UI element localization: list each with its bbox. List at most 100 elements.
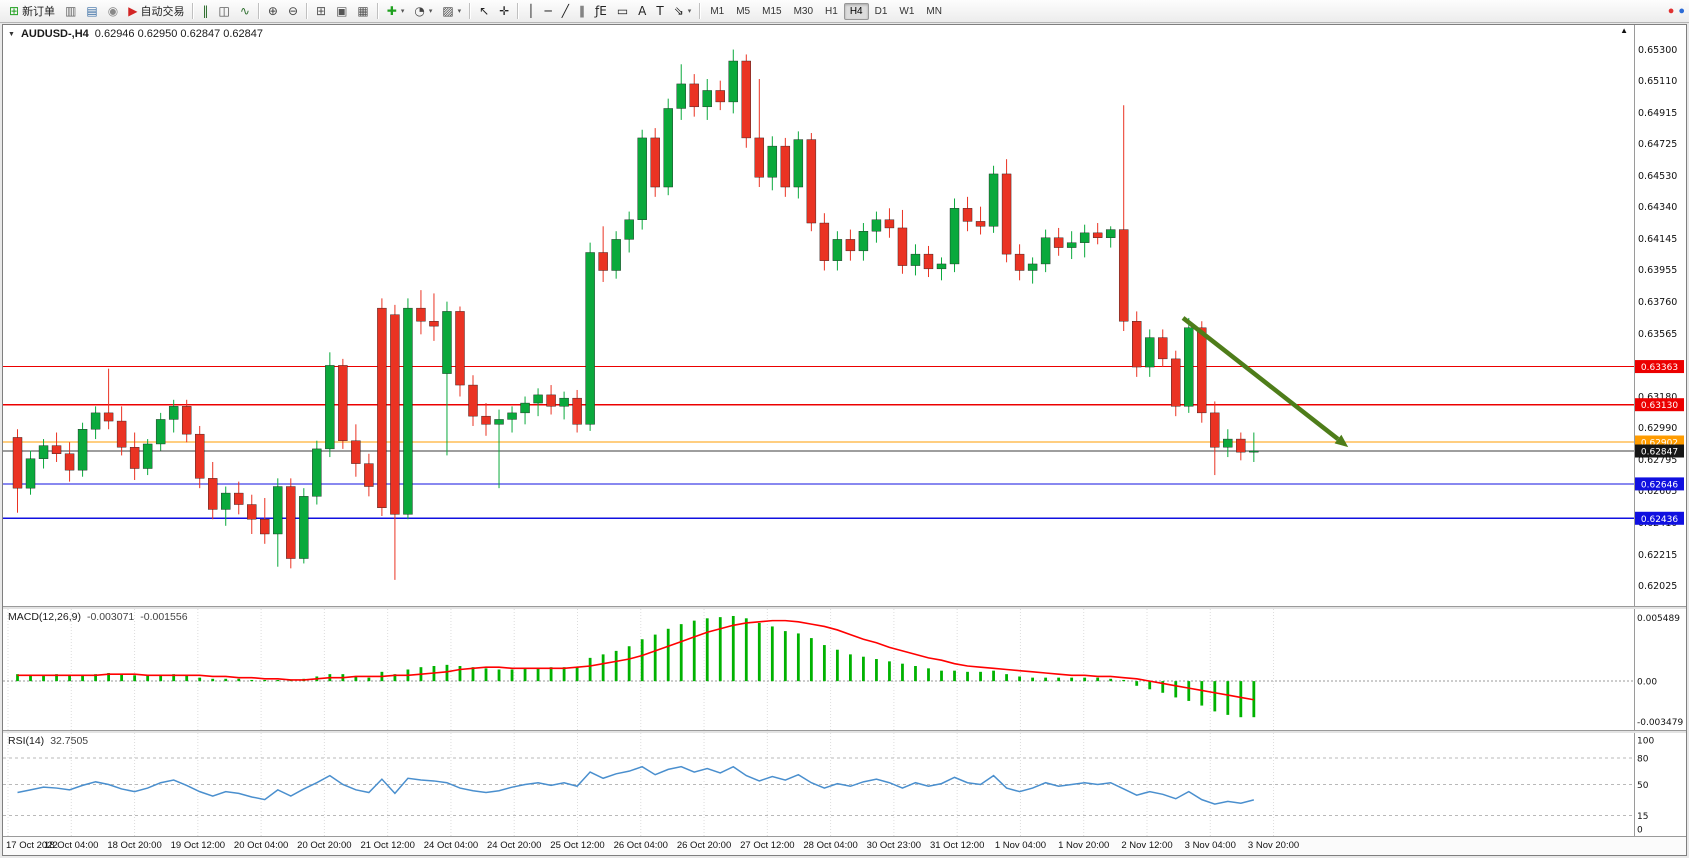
- zoom-out-icon: ⊖: [287, 4, 298, 18]
- autotrade-button-label: 自动交易: [140, 6, 185, 18]
- alert-red-icon[interactable]: ●: [1667, 5, 1675, 17]
- macd-gridlines: [3, 609, 1634, 730]
- timeframe-button-M30[interactable]: M30: [788, 3, 819, 20]
- time-axis-label: 18 Oct 04:00: [44, 840, 99, 851]
- time-axis-label: 26 Oct 20:00: [676, 840, 732, 851]
- time-axis-label: 30 Oct 23:00: [866, 840, 922, 851]
- channel-button[interactable]: ∥: [574, 2, 590, 21]
- fibonacci-button[interactable]: ƒE: [590, 2, 612, 21]
- bar-chart-type-button[interactable]: ‖: [197, 2, 213, 21]
- svg-text:-0.003479: -0.003479: [1637, 718, 1683, 728]
- candlestick-icon: ◫: [218, 4, 230, 18]
- candlestick-type-button[interactable]: ◫: [213, 2, 234, 21]
- vline-button[interactable]: │: [522, 2, 539, 21]
- price-chart-svg: 0.65300 0.65110 0.64915 0.64725 0.64530 0.643…: [3, 25, 1686, 606]
- time-axis-label: 2 Nov 12:00: [1121, 840, 1173, 851]
- time-axis-label: 20 Oct 04:00: [233, 840, 289, 851]
- arrange-windows-button[interactable]: ▦: [352, 2, 373, 21]
- rsi-axis-labels: 100 80 50 15 0: [1637, 737, 1654, 836]
- svg-text:0.62025: 0.62025: [1638, 581, 1677, 592]
- new-order-button[interactable]: ⊞ 新订单: [4, 2, 60, 21]
- macd-axis-labels: 0.005489 0.00 -0.003479: [1637, 614, 1683, 728]
- community-blue-icon[interactable]: ●: [1678, 5, 1685, 17]
- data-window-button[interactable]: ◉: [103, 2, 123, 21]
- timeframe-button-W1[interactable]: W1: [893, 3, 920, 20]
- periods-button[interactable]: ◔ ▾: [409, 2, 437, 21]
- timeframe-button-MN[interactable]: MN: [920, 3, 948, 20]
- panel-splitter[interactable]: [3, 730, 1686, 733]
- indicators-button[interactable]: ✚ ▾: [382, 2, 410, 21]
- svg-text:0.62990: 0.62990: [1638, 423, 1677, 434]
- timeframe-button-M15[interactable]: M15: [756, 3, 787, 20]
- timeframe-button-M5[interactable]: M5: [730, 3, 756, 20]
- price-panel: 0.65300 0.65110 0.64915 0.64725 0.64530 0.643…: [3, 25, 1686, 606]
- toolbar-separator: [517, 3, 520, 19]
- fibonacci-icon: ƒE: [595, 4, 607, 18]
- toolbar-separator: [192, 3, 195, 19]
- market-watch-button[interactable]: ▤: [81, 2, 102, 21]
- svg-text:0.63180: 0.63180: [1638, 392, 1677, 403]
- arrows-menu-icon: ⇘: [673, 4, 684, 18]
- shapes-button[interactable]: ▭: [612, 2, 633, 21]
- time-axis-label: 26 Oct 04:00: [613, 840, 668, 851]
- macd-canvas[interactable]: 0.005489 0.00 -0.003479: [3, 609, 1686, 730]
- macd-histogram: [16, 615, 1256, 718]
- price-axis-badges: 0.63363 0.63130 0.62902 0.62646 0.62436 0.628…: [1635, 360, 1684, 525]
- templates-button[interactable]: ▨ ▾: [437, 2, 466, 21]
- price-chart-canvas[interactable]: 0.65300 0.65110 0.64915 0.64725 0.64530 0.643…: [3, 25, 1686, 606]
- cursor-button[interactable]: ↖: [474, 2, 494, 21]
- svg-text:0.64145: 0.64145: [1638, 234, 1677, 245]
- text-button[interactable]: A: [633, 2, 651, 21]
- tile-windows-button[interactable]: ⊞: [311, 2, 331, 21]
- main-toolbar: ⊞ 新订单 ▥ ▤ ◉ ▶ 自动交易 ‖ ◫ ∿ ⊕ ⊖ ⊞ ▣ ▦ ✚ ▾ ◔ ▾ ▨ ▾ ↖ ✛ │ ─ ╱ ∥ ƒE ▭ A T ⇘ ▾ M…: [0, 0, 1689, 23]
- autotrade-button[interactable]: ▶ 自动交易: [123, 2, 189, 21]
- timeframe-button-D1[interactable]: D1: [869, 3, 894, 20]
- time-axis-label: 3 Nov 04:00: [1184, 840, 1236, 851]
- svg-text:0.62646: 0.62646: [1641, 480, 1678, 490]
- time-axis-label: 1 Nov 04:00: [994, 840, 1047, 851]
- svg-text:0.65110: 0.65110: [1638, 76, 1677, 87]
- label-button[interactable]: T: [651, 2, 668, 21]
- rsi-canvas[interactable]: 100 80 50 15 0: [3, 733, 1686, 836]
- horizontal-level-lines[interactable]: [3, 365, 1634, 519]
- macd-svg: 0.005489 0.00 -0.003479: [3, 609, 1686, 730]
- cascade-windows-icon: ▣: [336, 4, 348, 18]
- crosshair-button[interactable]: ✛: [494, 2, 514, 21]
- data-window-icon: ◉: [107, 4, 119, 18]
- time-axis-label: 17 Oct 2022: [6, 840, 58, 851]
- rsi-line: [17, 765, 1255, 805]
- line-type-button[interactable]: ∿: [235, 2, 255, 21]
- svg-text:0.64725: 0.64725: [1638, 139, 1677, 150]
- text-icon: A: [638, 4, 647, 18]
- trend-arrow-annotation[interactable]: [1181, 316, 1349, 448]
- line-chart-icon: ∿: [239, 4, 250, 18]
- trendline-button[interactable]: ╱: [557, 2, 574, 21]
- hline-button[interactable]: ─: [540, 2, 557, 21]
- dropdown-caret-icon: ▾: [687, 8, 692, 15]
- zoom-in-button[interactable]: ⊕: [263, 2, 283, 21]
- toolbar-separator: [257, 3, 260, 19]
- scroll-to-end-marker-icon[interactable]: ▲: [1620, 26, 1628, 35]
- new-order-button-label: 新订单: [22, 6, 56, 18]
- dropdown-caret-icon: ▾: [428, 8, 433, 15]
- rsi-panel: 100 80 50 15 0 RSI(14) 32.7505: [3, 733, 1686, 836]
- charts-window-button[interactable]: ▥: [60, 2, 81, 21]
- time-axis[interactable]: 17 Oct 2022 18 Oct 04:00 18 Oct 20:00 19 Oc…: [3, 836, 1686, 855]
- timeframe-button-H4[interactable]: H4: [843, 2, 869, 20]
- panel-splitter[interactable]: [3, 606, 1686, 609]
- zoom-out-button[interactable]: ⊖: [283, 2, 303, 21]
- toolbar-separator: [306, 3, 308, 19]
- candlesticks: [12, 49, 1259, 580]
- svg-text:0.62795: 0.62795: [1638, 455, 1677, 466]
- time-axis-label: 25 Oct 12:00: [550, 840, 605, 851]
- svg-text:0.64530: 0.64530: [1638, 171, 1677, 182]
- chart-window: 0.65300 0.65110 0.64915 0.64725 0.64530 0.643…: [2, 24, 1687, 856]
- timeframe-button-M1[interactable]: M1: [704, 3, 730, 20]
- arrows-button[interactable]: ⇘ ▾: [669, 2, 697, 21]
- time-axis-label: 27 Oct 12:00: [740, 840, 795, 851]
- timeframe-button-H1[interactable]: H1: [819, 3, 844, 20]
- channel-icon: ∥: [579, 4, 586, 18]
- svg-text:0.63130: 0.63130: [1641, 401, 1678, 411]
- market-watch-icon: ▤: [86, 4, 98, 18]
- cascade-windows-button[interactable]: ▣: [331, 2, 352, 21]
